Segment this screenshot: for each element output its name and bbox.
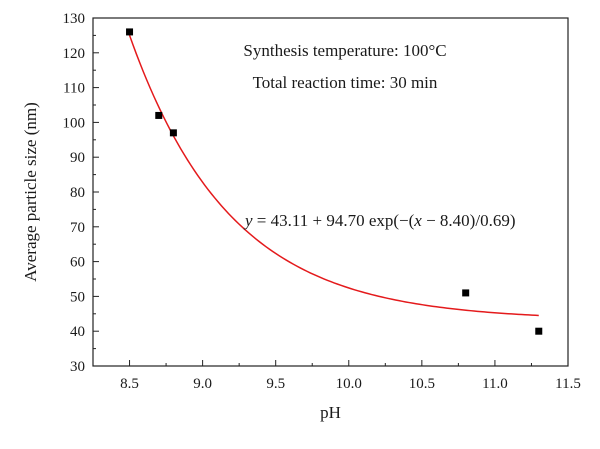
y-tick-label: 120 — [63, 46, 86, 62]
y-axis-title: Average particle size (nm) — [21, 102, 40, 282]
y-tick-label: 50 — [70, 289, 85, 305]
y-tick-label: 90 — [70, 150, 85, 166]
data-point — [535, 327, 543, 335]
data-points — [126, 28, 543, 335]
annotation-reaction-time: Total reaction time: 30 min — [253, 73, 438, 92]
plot-frame — [92, 17, 569, 367]
x-tick-label: 11.0 — [482, 376, 508, 392]
y-tick-label: 100 — [63, 115, 86, 131]
plot-area — [126, 28, 543, 335]
fit-equation: y = 43.11 + 94.70 exp(−(x − 8.40)/0.69) — [243, 211, 515, 230]
equation-y: y — [243, 211, 253, 230]
x-tick-label: 10.5 — [409, 376, 435, 392]
equation-mid: = 43.11 + 94.70 exp(−( — [253, 211, 415, 230]
y-tick-label: 130 — [63, 11, 86, 27]
y-tick-label: 80 — [70, 185, 85, 201]
y-tick-label: 70 — [70, 220, 85, 236]
x-tick-label: 9.0 — [193, 376, 212, 392]
x-tick-label: 11.5 — [555, 376, 581, 392]
data-point — [169, 129, 177, 137]
y-tick-label: 40 — [70, 324, 85, 340]
x-tick-label: 8.5 — [120, 376, 139, 392]
y-tick-label: 60 — [70, 255, 85, 271]
x-axis-title: pH — [320, 403, 341, 422]
y-tick-label: 110 — [63, 81, 85, 97]
y-tick-label: 30 — [70, 359, 85, 375]
annotation-synthesis-temperature: Synthesis temperature: 100°C — [243, 41, 446, 60]
x-tick-label: 10.0 — [336, 376, 362, 392]
y-axis-ticks: 30 40 50 60 70 80 90 100 110 120 130 — [63, 11, 99, 375]
equation-x: x — [413, 211, 422, 230]
fit-curve — [128, 35, 539, 317]
data-point — [462, 289, 470, 297]
x-tick-label: 9.5 — [266, 376, 285, 392]
data-point — [126, 28, 134, 36]
equation-tail: − 8.40)/0.69) — [422, 211, 516, 230]
x-axis-ticks: 8.5 9.0 9.5 10.0 10.5 11.0 11.5 — [92, 360, 581, 392]
data-point — [155, 111, 163, 119]
